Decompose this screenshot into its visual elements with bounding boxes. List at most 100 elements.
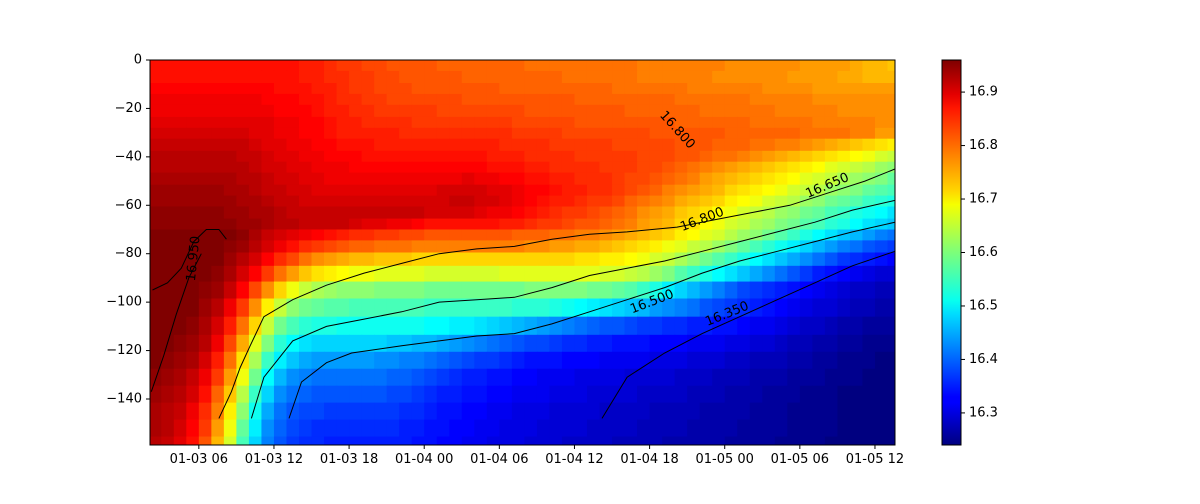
- heatmap-cell: [787, 195, 801, 208]
- heatmap-cell: [336, 127, 350, 140]
- heatmap-cell: [474, 116, 488, 129]
- heatmap-cell: [524, 172, 538, 186]
- heatmap-cell: [637, 83, 651, 95]
- heatmap-cell: [862, 298, 876, 318]
- heatmap-cell: [649, 70, 663, 84]
- heatmap-cell: [699, 385, 713, 404]
- heatmap-cell: [687, 240, 701, 254]
- heatmap-cell: [424, 184, 438, 197]
- heatmap-cell: [349, 150, 363, 163]
- heatmap-cell: [812, 334, 826, 353]
- heatmap-cell: [361, 206, 375, 220]
- heatmap-cell: [837, 195, 851, 208]
- heatmap-cell: [599, 60, 613, 72]
- heatmap-cell: [248, 83, 263, 95]
- heatmap-cell: [586, 161, 601, 174]
- heatmap-cell: [324, 93, 338, 106]
- heatmap-cell: [198, 172, 212, 186]
- heatmap-cell: [273, 252, 288, 267]
- heatmap-cell: [161, 184, 175, 197]
- heatmap-cell: [150, 316, 162, 336]
- heatmap-cell: [737, 83, 751, 95]
- heatmap-cell: [273, 150, 288, 163]
- heatmap-cell: [286, 316, 300, 336]
- heatmap-cell: [436, 93, 450, 106]
- heatmap-cell: [737, 161, 751, 174]
- heatmap-cell: [862, 83, 876, 95]
- heatmap-cell: [461, 195, 475, 208]
- heatmap-cell: [612, 402, 626, 421]
- heatmap-cell: [349, 240, 363, 254]
- heatmap-cell: [787, 252, 801, 267]
- heatmap-cell: [799, 104, 813, 118]
- heatmap-cell: [211, 161, 225, 174]
- heatmap-cell: [511, 334, 525, 353]
- heatmap-cell: [299, 218, 313, 231]
- contour-line: [250, 199, 895, 419]
- heatmap-cell: [299, 206, 313, 220]
- contour-line: [601, 250, 895, 419]
- heatmap-cell: [150, 127, 162, 140]
- heatmap-cell: [299, 161, 313, 174]
- colorbar-gradient: [941, 59, 962, 446]
- heatmap-cell: [361, 195, 375, 208]
- heatmap-cell: [624, 93, 638, 106]
- heatmap-cell: [849, 298, 864, 318]
- heatmap-cell: [424, 436, 438, 445]
- heatmap-cell: [349, 195, 363, 208]
- heatmap-cell: [173, 184, 187, 197]
- heatmap-cell: [774, 172, 788, 186]
- heatmap-cell: [311, 229, 325, 241]
- heatmap-cell: [361, 240, 375, 254]
- heatmap-cell: [712, 150, 726, 163]
- heatmap-cell: [273, 60, 288, 72]
- heatmap-cell: [399, 138, 413, 152]
- heatmap-cell: [536, 402, 551, 421]
- heatmap-cell: [411, 436, 425, 445]
- heatmap-cell: [511, 195, 525, 208]
- heatmap-cell: [837, 368, 851, 387]
- heatmap-cell: [799, 419, 813, 438]
- heatmap-cell: [449, 218, 463, 231]
- heatmap-cell: [874, 419, 889, 438]
- heatmap-cell: [824, 184, 838, 197]
- heatmap-cell: [812, 252, 826, 267]
- heatmap-cell: [662, 436, 676, 445]
- heatmap-cell: [198, 184, 212, 197]
- heatmap-cell: [248, 172, 263, 186]
- heatmap-cell: [461, 281, 475, 300]
- heatmap-cell: [198, 316, 212, 336]
- heatmap-cell: [812, 104, 826, 118]
- heatmap-cell: [198, 298, 212, 318]
- heatmap-cell: [386, 150, 400, 163]
- heatmap-cell: [574, 150, 588, 163]
- heatmap-cell: [474, 281, 488, 300]
- heatmap-cell: [536, 161, 551, 174]
- heatmap-cell: [449, 184, 463, 197]
- heatmap-cell: [411, 70, 425, 84]
- heatmap-cell: [624, 265, 638, 283]
- heatmap-cell: [499, 298, 513, 318]
- heatmap-cell: [236, 402, 250, 421]
- heatmap-cell: [524, 93, 538, 106]
- heatmap-cell: [511, 436, 525, 445]
- heatmap-cell: [186, 161, 200, 174]
- heatmap-cell: [211, 436, 225, 445]
- heatmap-cell: [712, 184, 726, 197]
- heatmap-cell: [812, 240, 826, 254]
- heatmap-cell: [787, 116, 801, 129]
- heatmap-cell: [599, 316, 613, 336]
- heatmap-cell: [286, 351, 300, 370]
- heatmap-cell: [248, 298, 263, 318]
- heatmap-cell: [737, 150, 751, 163]
- x-axis: 01-03 06 01-03 12 01-03 18 01-04 00 01-04 06…: [170, 445, 904, 467]
- heatmap-cell: [286, 252, 300, 267]
- heatmap-cell: [712, 127, 726, 140]
- heatmap-cell: [511, 104, 525, 118]
- heatmap-cell: [574, 83, 588, 95]
- heatmap-cell: [586, 229, 601, 241]
- heatmap-cell: [349, 368, 363, 387]
- heatmap-cell: [787, 316, 801, 336]
- heatmap-cell: [211, 138, 225, 152]
- heatmap-cell: [411, 240, 425, 254]
